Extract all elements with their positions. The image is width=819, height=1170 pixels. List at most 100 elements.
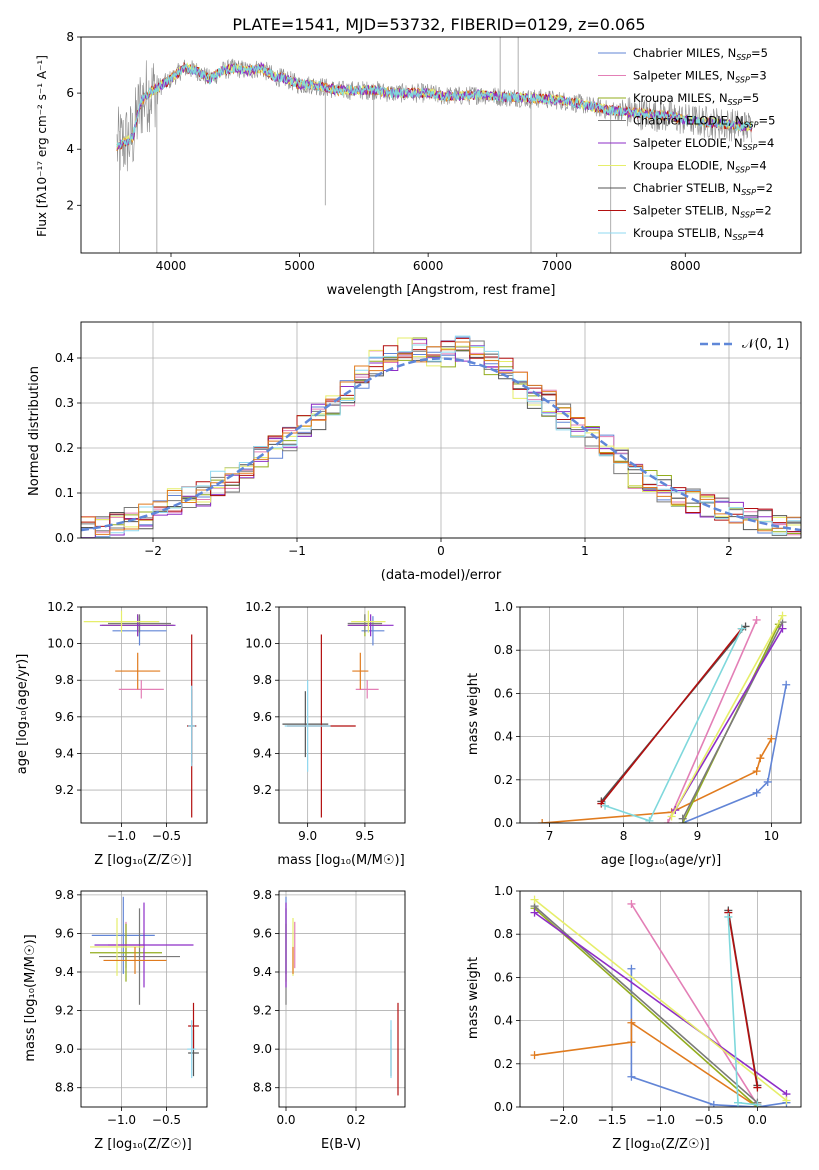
age-vs-mass-panel: 9.0 9.5 9.2 9.4 9.6 9.8 10.0 10.2: [245, 600, 406, 843]
wage-marker-2-1: [752, 615, 761, 624]
wz-marker-9-1: [734, 1098, 743, 1107]
mass-ebv-xlabel: E(B-V): [321, 1137, 361, 1152]
agez-ytick-label-2: 9.6: [55, 710, 74, 724]
wz-series-4: [533, 905, 758, 1104]
wz-xtick-label-2: −1.0: [646, 1113, 675, 1127]
spec-ytick-label-3: 8: [66, 30, 74, 44]
wage-series-8: [600, 628, 743, 805]
wz-ytick-label-0: 0.0: [494, 1100, 513, 1114]
res-ytick-label-3: 0.3: [55, 396, 74, 410]
age-vs-z-panel: −1.0 −0.5 9.2 9.4 9.6 9.8 10.0 10.2: [47, 600, 208, 843]
masse-ytick-label-4: 9.6: [253, 926, 272, 940]
massz-plot-area: [90, 896, 199, 1079]
res-ytick-label-0: 0.0: [55, 531, 74, 545]
massz-xtick-label-0: −1.0: [107, 1113, 136, 1127]
agez-xtick-label-1: −0.5: [152, 829, 181, 843]
residual-panel: −2 −1 0 1 2 0.0 0.1 0.2 0.3 0.4 𝒩(0, 1): [55, 321, 802, 558]
legend-label-sub-1: SSP: [735, 76, 750, 85]
masse-plot-area: [285, 896, 399, 1096]
legend-label-sub-2: SSP: [728, 98, 743, 107]
wage-series-2: [667, 619, 758, 823]
wage-series-5: [674, 628, 784, 811]
spec-plot-area: [116, 37, 753, 253]
res-xtick-label-3: 1: [581, 544, 589, 558]
wz-ytick-label-4: 0.8: [494, 927, 513, 941]
age-mass-xlabel: mass [log₁₀(M/M☉)]: [277, 853, 404, 868]
legend-label-7: Salpeter STELIB, NSSP=2: [633, 204, 772, 220]
res-xtick-label-2: 0: [437, 544, 445, 558]
figure-title: PLATE=1541, MJD=53732, FIBERID=0129, z=0…: [232, 15, 645, 34]
legend-label-text-2: Kroupa MILES, N: [633, 91, 728, 105]
agez-frame: [80, 606, 208, 824]
wage-xtick-label-0: 7: [546, 829, 554, 843]
legend-label-1: Salpeter MILES, NSSP=3: [633, 69, 767, 85]
legend-label-sub-3: SSP: [744, 121, 759, 130]
agem-xtick-label-1: 9.5: [355, 829, 374, 843]
wage-ytick-label-5: 1.0: [494, 600, 513, 614]
age-z-ylabel: age [log₁₀(age/yr)]: [15, 654, 30, 775]
legend-label-sub-7: SSP: [740, 211, 755, 220]
legend-label-text-3: Chabrier ELODIE, N: [633, 114, 744, 128]
legend-label-text-1: Salpeter MILES, N: [633, 69, 735, 83]
mass-vs-z-panel: −1.0 −0.5 8.8 9.0 9.2 9.4 9.6 9.8: [55, 888, 208, 1127]
mass-z-ylabel: mass [log₁₀(M/M☉)]: [23, 934, 38, 1061]
wage-xtick-label-3: 10: [764, 829, 779, 843]
spec-xtick-label-4: 8000: [670, 259, 701, 273]
wage-series-1: [542, 738, 773, 823]
res-frame: [80, 321, 802, 539]
agez-ytick-label-0: 9.2: [55, 783, 74, 797]
legend-label-suffix-3: =5: [759, 114, 776, 128]
wage-frame: [519, 606, 802, 824]
wage-xtick-label-1: 8: [620, 829, 628, 843]
gaussian-curve: [81, 357, 801, 532]
masse-xtick-label-1: 0.2: [346, 1113, 365, 1127]
legend-label-suffix-0: =5: [751, 46, 768, 60]
wage-marker-5-1: [778, 624, 787, 633]
massz-ytick-label-5: 9.8: [55, 888, 74, 902]
spectrum-panel: 4000 5000 6000 7000 8000 2 4 6 8 Chabrier MILES, …: [66, 30, 802, 273]
agez-xtick-label-0: −1.0: [107, 829, 136, 843]
legend-label-text-4: Salpeter ELODIE, N: [633, 136, 743, 150]
legend-label-suffix-4: =4: [757, 136, 774, 150]
residual-ylabel: Normed distribution: [27, 366, 42, 496]
legend-label-suffix-5: =4: [750, 159, 767, 173]
wage-ytick-label-1: 0.2: [494, 773, 513, 787]
wz-marker-6-0: [530, 895, 539, 904]
legend-label-4: Salpeter ELODIE, NSSP=4: [633, 136, 774, 152]
agem-ytick-label-1: 9.4: [253, 746, 272, 760]
wage-marker-9-0: [601, 801, 610, 810]
legend-label-suffix-8: =4: [747, 226, 764, 240]
legend-label-text-7: Salpeter STELIB, N: [633, 204, 740, 218]
legend-label-suffix-2: =5: [742, 91, 759, 105]
wz-series-8: [727, 912, 759, 1088]
spec-xtick-label-2: 6000: [413, 259, 444, 273]
wage-ytick-label-4: 0.8: [494, 643, 513, 657]
weight-age-xlabel: age [log₁₀(age/yr)]: [601, 853, 722, 868]
weight-age-ylabel: mass weight: [466, 673, 481, 755]
weight-vs-z-panel: −2.0 −1.5 −1.0 −0.5 0.0 0.0 0.2 0.4 0.6 0.8 1.0: [494, 884, 802, 1127]
res-ytick-label-4: 0.4: [55, 351, 74, 365]
wage-xtick-label-2: 9: [694, 829, 702, 843]
wz-marker-1-0: [530, 1051, 539, 1060]
legend-label-text-0: Chabrier MILES, N: [633, 46, 736, 60]
legend-label-sub-0: SSP: [736, 53, 751, 62]
wage-marker-1-4: [767, 734, 776, 743]
gaussian-legend-label: 𝒩(0, 1): [742, 337, 789, 352]
wz-xtick-label-3: −0.5: [694, 1113, 723, 1127]
weight-z-xlabel: Z [log₁₀(Z/Z☉)]: [612, 1137, 709, 1152]
wage-marker-0-2: [763, 777, 772, 786]
agem-xtick-label-0: 9.0: [298, 829, 317, 843]
wz-xtick-label-1: −1.5: [597, 1113, 626, 1127]
masse-ytick-label-3: 9.4: [253, 965, 272, 979]
agem-ytick-label-2: 9.6: [253, 710, 272, 724]
wz-marker-0-2: [709, 1100, 718, 1107]
res-ytick-label-2: 0.2: [55, 441, 74, 455]
wz-marker-9-0: [724, 912, 733, 921]
wz-xtick-label-4: 0.0: [748, 1113, 767, 1127]
wage-series-9: [604, 628, 743, 822]
wz-ytick-label-1: 0.2: [494, 1057, 513, 1071]
legend-label-sub-6: SSP: [741, 188, 756, 197]
wz-marker-8-1: [753, 1083, 762, 1092]
